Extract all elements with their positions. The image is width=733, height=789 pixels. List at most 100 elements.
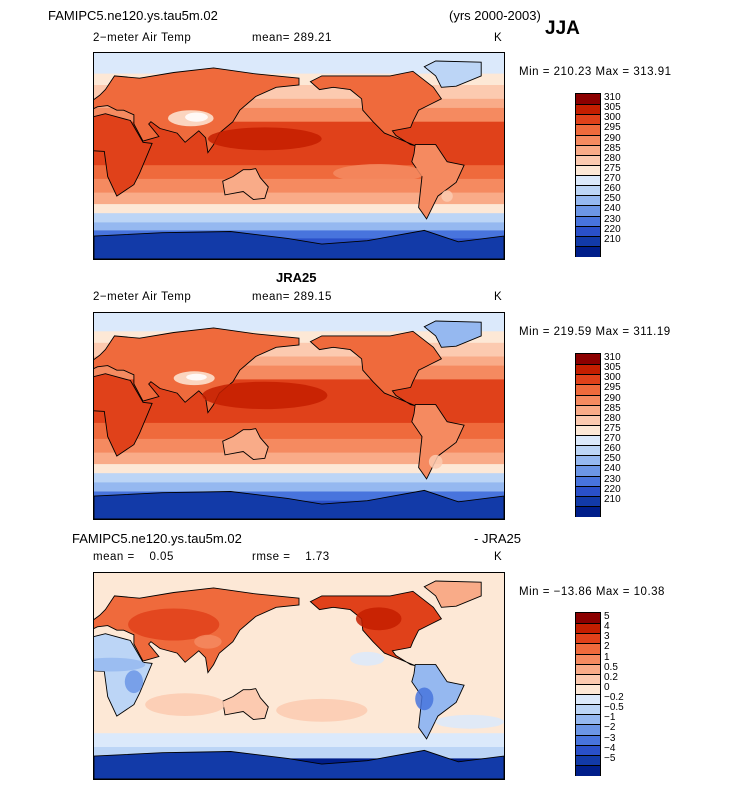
colorbar-tick-label: 270	[604, 433, 621, 445]
colorbar-segment	[576, 374, 600, 386]
field-anomaly	[415, 687, 434, 711]
panel3-mean: mean = 0.05	[93, 551, 174, 563]
colorbar-segment	[576, 744, 600, 756]
panel1-map	[93, 52, 505, 260]
temperature-band	[94, 464, 504, 474]
colorbar-segment	[576, 465, 600, 477]
panel3-minmax: Min = −13.86 Max = 10.38	[519, 586, 665, 598]
colorbar-tick-label: 285	[604, 402, 621, 414]
temperature-band	[94, 222, 504, 231]
temperature-band	[94, 733, 504, 748]
field-anomaly	[333, 164, 425, 183]
colorbar-tick-label: −1	[604, 712, 616, 724]
colorbar-segment	[576, 205, 600, 217]
field-anomaly	[207, 127, 322, 151]
panel2-minmax: Min = 219.59 Max = 311.19	[519, 326, 671, 338]
colorbar-segment	[576, 704, 600, 716]
colorbar-tick-label: 275	[604, 422, 621, 434]
map-svg-2	[94, 313, 504, 519]
colorbar-segment	[576, 613, 600, 625]
colorbar-segment	[576, 694, 600, 706]
panel3-title-right: - JRA25	[474, 531, 521, 546]
continent-africa	[94, 113, 153, 197]
colorbar-segment	[576, 104, 600, 116]
colorbar-segment	[576, 653, 600, 665]
temperature-band	[94, 356, 504, 367]
field-anomaly	[428, 454, 443, 469]
temperature-band	[94, 422, 504, 440]
continent-samerica	[411, 144, 465, 220]
field-anomaly	[128, 608, 220, 641]
continent-greenland	[423, 60, 482, 88]
field-anomaly	[276, 698, 368, 722]
temperature-band	[94, 313, 504, 332]
colorbar-segment	[576, 164, 600, 176]
colorbar-segment	[576, 633, 600, 645]
colorbar-segment	[576, 764, 600, 776]
field-anomaly	[202, 381, 328, 410]
continent-greenland	[423, 580, 482, 608]
colorbar-tick-label: 2	[604, 641, 610, 653]
panel1-minmax: Min = 210.23 Max = 313.91	[519, 66, 672, 78]
colorbar-tick-label: 0.5	[604, 661, 618, 673]
field-anomaly	[124, 670, 143, 694]
colorbar-tick-label: 250	[604, 453, 621, 465]
panel3-rmse: rmse = 1.73	[252, 551, 330, 563]
field-anomaly	[350, 651, 385, 666]
temperature-band	[94, 230, 504, 239]
panel2-mean: mean= 289.15	[252, 291, 332, 303]
colorbar-segment	[576, 175, 600, 187]
colorbar-tick-label: 280	[604, 412, 621, 424]
colorbar-segment	[576, 424, 600, 436]
colorbar-tick-label: 310	[604, 92, 621, 104]
colorbar-segment	[576, 134, 600, 146]
colorbar-tick-label: −3	[604, 732, 616, 744]
panel3-map	[93, 572, 505, 780]
temperature-band	[94, 491, 504, 502]
colorbar-segment	[576, 475, 600, 487]
field-anomaly	[441, 190, 453, 202]
temperature-band	[94, 438, 504, 454]
colorbar-tick-label: 275	[604, 162, 621, 174]
colorbar-tick-label: 280	[604, 152, 621, 164]
colorbar-tick-label: 240	[604, 463, 621, 475]
panel2-title: JRA25	[276, 270, 317, 285]
colorbar-tick-label: 0	[604, 681, 610, 693]
colorbar-segment	[576, 435, 600, 447]
colorbar-tick-label: 290	[604, 132, 621, 144]
colorbar-segment	[576, 384, 600, 396]
colorbar-segment	[576, 445, 600, 457]
colorbar-tick-label: 4	[604, 621, 610, 633]
colorbar-segment	[576, 354, 600, 366]
colorbar-tick-label: 270	[604, 173, 621, 185]
continent-australia	[222, 428, 269, 460]
season-label: JJA	[545, 18, 580, 39]
temperature-band	[94, 482, 504, 493]
colorbar-segment	[576, 724, 600, 736]
continent-antarctic	[94, 749, 504, 779]
panel1-mean: mean= 289.21	[252, 32, 332, 44]
colorbar-tick-label: 3	[604, 631, 610, 643]
panel1-units: K	[494, 32, 503, 44]
colorbar-segment	[576, 124, 600, 136]
continent-australia	[222, 168, 269, 200]
colorbar-tick-label: 210	[604, 233, 621, 245]
years-label: (yrs 2000-2003)	[449, 8, 541, 23]
temperature-band	[94, 53, 504, 75]
panel2-colorbar	[575, 353, 601, 517]
colorbar-segment	[576, 114, 600, 126]
temperature-band	[94, 452, 504, 465]
continent-australia	[222, 688, 269, 720]
colorbar-segment	[576, 235, 600, 247]
colorbar-segment	[576, 734, 600, 746]
colorbar-segment	[576, 185, 600, 197]
colorbar-segment	[576, 195, 600, 207]
colorbar-tick-label: 260	[604, 183, 621, 195]
colorbar-segment	[576, 215, 600, 227]
colorbar-tick-label: 0.2	[604, 671, 618, 683]
colorbar-tick-label: 310	[604, 352, 621, 364]
map-svg-1	[94, 53, 504, 259]
colorbar-tick-label: −0.2	[604, 692, 624, 704]
field-anomaly	[435, 714, 504, 729]
field-anomaly	[94, 657, 146, 672]
